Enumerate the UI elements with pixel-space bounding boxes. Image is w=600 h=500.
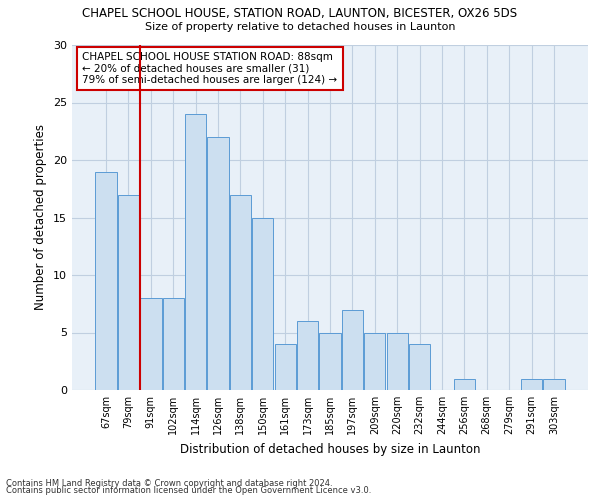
Bar — [208, 137, 229, 390]
Bar — [185, 114, 206, 390]
Bar — [319, 332, 341, 390]
Text: CHAPEL SCHOOL HOUSE STATION ROAD: 88sqm
← 20% of detached houses are smaller (31: CHAPEL SCHOOL HOUSE STATION ROAD: 88sqm … — [82, 52, 337, 85]
Bar — [230, 194, 251, 390]
Bar — [275, 344, 296, 390]
Text: Contains HM Land Registry data © Crown copyright and database right 2024.: Contains HM Land Registry data © Crown c… — [6, 478, 332, 488]
Y-axis label: Number of detached properties: Number of detached properties — [34, 124, 47, 310]
Bar — [409, 344, 430, 390]
Text: Size of property relative to detached houses in Launton: Size of property relative to detached ho… — [145, 22, 455, 32]
Bar — [364, 332, 385, 390]
Bar — [521, 378, 542, 390]
Bar — [252, 218, 274, 390]
Bar — [140, 298, 161, 390]
Bar — [118, 194, 139, 390]
Bar — [163, 298, 184, 390]
Bar — [543, 378, 565, 390]
Text: Contains public sector information licensed under the Open Government Licence v3: Contains public sector information licen… — [6, 486, 371, 495]
Bar — [95, 172, 117, 390]
Bar — [297, 321, 318, 390]
Bar — [386, 332, 408, 390]
X-axis label: Distribution of detached houses by size in Launton: Distribution of detached houses by size … — [180, 442, 480, 456]
Bar — [454, 378, 475, 390]
Bar — [342, 310, 363, 390]
Text: CHAPEL SCHOOL HOUSE, STATION ROAD, LAUNTON, BICESTER, OX26 5DS: CHAPEL SCHOOL HOUSE, STATION ROAD, LAUNT… — [82, 8, 518, 20]
